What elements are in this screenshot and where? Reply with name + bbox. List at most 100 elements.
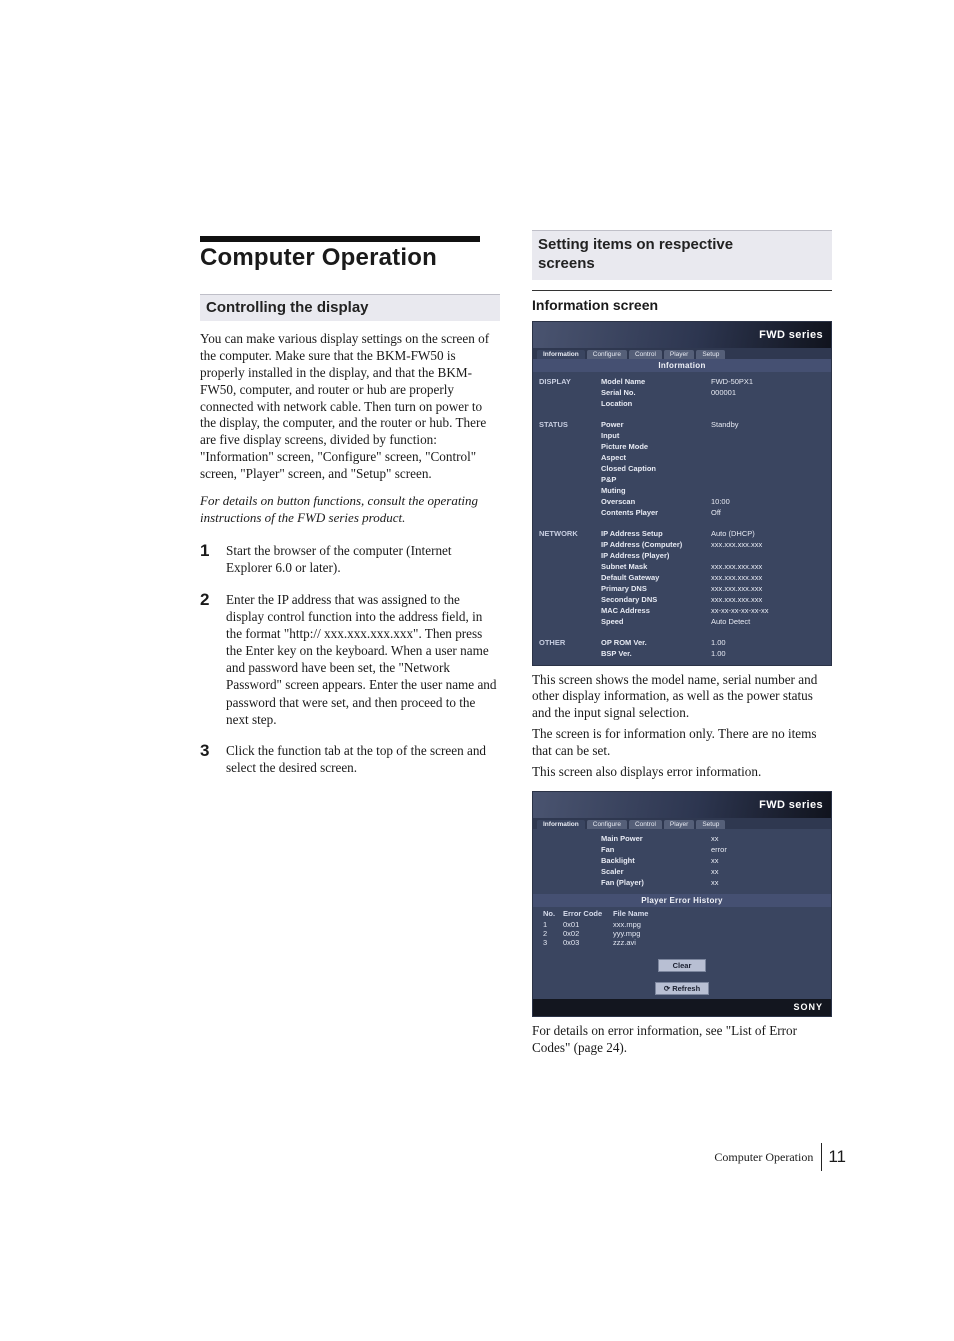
field-value: 1.00: [711, 649, 825, 658]
info-row: Secondary DNSxxx.xxx.xxx.xxx: [539, 594, 825, 605]
section-heading-setting-items: Setting items on respective screens: [532, 230, 832, 280]
info-row: Primary DNSxxx.xxx.xxx.xxx: [539, 583, 825, 594]
field-value: [711, 464, 825, 473]
field-value: [711, 453, 825, 462]
tab-control[interactable]: Control: [629, 350, 662, 359]
group-label: [539, 497, 601, 506]
group-label: [539, 475, 601, 484]
group-label: STATUS: [539, 420, 601, 429]
info-row: Subnet Maskxxx.xxx.xxx.xxx: [539, 561, 825, 572]
step-list: Start the browser of the computer (Inter…: [200, 542, 500, 776]
footer-label: Computer Operation: [714, 1150, 813, 1165]
field-value: xxx.xxx.xxx.xxx: [711, 584, 825, 593]
step-item: Enter the IP address that was assigned t…: [200, 591, 500, 728]
field-label: Backlight: [601, 856, 711, 865]
field-label: BSP Ver.: [601, 649, 711, 658]
info-row: Picture Mode: [539, 441, 825, 452]
field-value: xxx.xxx.xxx.xxx: [711, 540, 825, 549]
tab-player[interactable]: Player: [664, 350, 694, 359]
info-row: Serial No.000001: [539, 387, 825, 398]
error-cell: 3: [543, 938, 563, 947]
tab-setup[interactable]: Setup: [696, 350, 725, 359]
info-row: Input: [539, 430, 825, 441]
intro-paragraph: You can make various display settings on…: [200, 331, 500, 483]
field-value: Off: [711, 508, 825, 517]
info-group: STATUSPowerStandbyInputPicture ModeAspec…: [533, 415, 831, 524]
group-label: [539, 878, 601, 887]
field-label: Main Power: [601, 834, 711, 843]
field-value: [711, 475, 825, 484]
error-row: 20x02yyy.mpg: [543, 929, 825, 938]
page-title: Computer Operation: [200, 244, 500, 272]
tab-player[interactable]: Player: [664, 820, 694, 829]
error-cell: yyy.mpg: [613, 929, 825, 938]
field-value: Auto (DHCP): [711, 529, 825, 538]
field-label: Serial No.: [601, 388, 711, 397]
tab-control[interactable]: Control: [629, 820, 662, 829]
field-value: [711, 551, 825, 560]
screenshot-banner: FWD series: [533, 322, 831, 348]
group-label: [539, 867, 601, 876]
field-label: Primary DNS: [601, 584, 711, 593]
group-label: [539, 442, 601, 451]
button-row-clear: Clear: [533, 953, 831, 976]
tab-information[interactable]: Information: [537, 350, 585, 359]
field-value: [711, 486, 825, 495]
screenshot-section-title: Information: [533, 359, 831, 372]
field-value: xxx.xxx.xxx.xxx: [711, 573, 825, 582]
field-value: 000001: [711, 388, 825, 397]
button-row-refresh: ⟳ Refresh: [533, 976, 831, 999]
field-label: Model Name: [601, 377, 711, 386]
sony-logo: SONY: [533, 999, 831, 1016]
refresh-icon: ⟳: [664, 984, 670, 993]
manual-page: Computer Operation Controlling the displ…: [0, 0, 954, 1341]
field-label: Fan: [601, 845, 711, 854]
field-value: xx: [711, 867, 825, 876]
group-label: [539, 845, 601, 854]
section-heading-controlling: Controlling the display: [200, 294, 500, 321]
group-label: [539, 573, 601, 582]
error-row: 30x03zzz.avi: [543, 938, 825, 947]
screenshot-error-history-title: Player Error History: [533, 894, 831, 907]
field-value: [711, 442, 825, 451]
field-label: Default Gateway: [601, 573, 711, 582]
info-row: SpeedAuto Detect: [539, 616, 825, 627]
two-column-layout: Computer Operation Controlling the displ…: [200, 230, 854, 1067]
error-footnote: For details on error information, see "L…: [532, 1023, 832, 1057]
group-label: [539, 606, 601, 615]
field-label: Location: [601, 399, 711, 408]
group-label: [539, 584, 601, 593]
error-cell: xxx.mpg: [613, 920, 825, 929]
field-label: Aspect: [601, 453, 711, 462]
info-row: NETWORKIP Address SetupAuto (DHCP): [539, 528, 825, 539]
section-heading-line2: screens: [538, 255, 595, 272]
field-value: xx: [711, 834, 825, 843]
group-label: [539, 551, 601, 560]
field-label: IP Address Setup: [601, 529, 711, 538]
field-label: IP Address (Computer): [601, 540, 711, 549]
error-cell: 1: [543, 920, 563, 929]
tab-information[interactable]: Information: [537, 820, 585, 829]
info-group: DISPLAYModel NameFWD-50PX1Serial No.0000…: [533, 372, 831, 415]
page-footer: Computer Operation 11: [714, 1143, 846, 1171]
group-label: [539, 834, 601, 843]
page-number: 11: [828, 1147, 846, 1167]
italic-note: For details on button functions, consult…: [200, 493, 500, 526]
tab-configure[interactable]: Configure: [587, 350, 627, 359]
step-item: Click the function tab at the top of the…: [200, 742, 500, 776]
col-no: No.: [543, 909, 563, 918]
clear-button[interactable]: Clear: [658, 959, 707, 972]
info-group: OTHEROP ROM Ver.1.00BSP Ver.1.00: [533, 633, 831, 665]
group-label: [539, 431, 601, 440]
tab-setup[interactable]: Setup: [696, 820, 725, 829]
lamp-row: Fanerror: [539, 844, 825, 855]
tab-configure[interactable]: Configure: [587, 820, 627, 829]
group-label: [539, 856, 601, 865]
group-label: [539, 486, 601, 495]
group-label: [539, 399, 601, 408]
refresh-button[interactable]: ⟳ Refresh: [655, 982, 709, 995]
error-cell: 0x02: [563, 929, 613, 938]
field-label: Secondary DNS: [601, 595, 711, 604]
field-value: xx-xx-xx-xx-xx-xx: [711, 606, 825, 615]
field-value: xx: [711, 856, 825, 865]
